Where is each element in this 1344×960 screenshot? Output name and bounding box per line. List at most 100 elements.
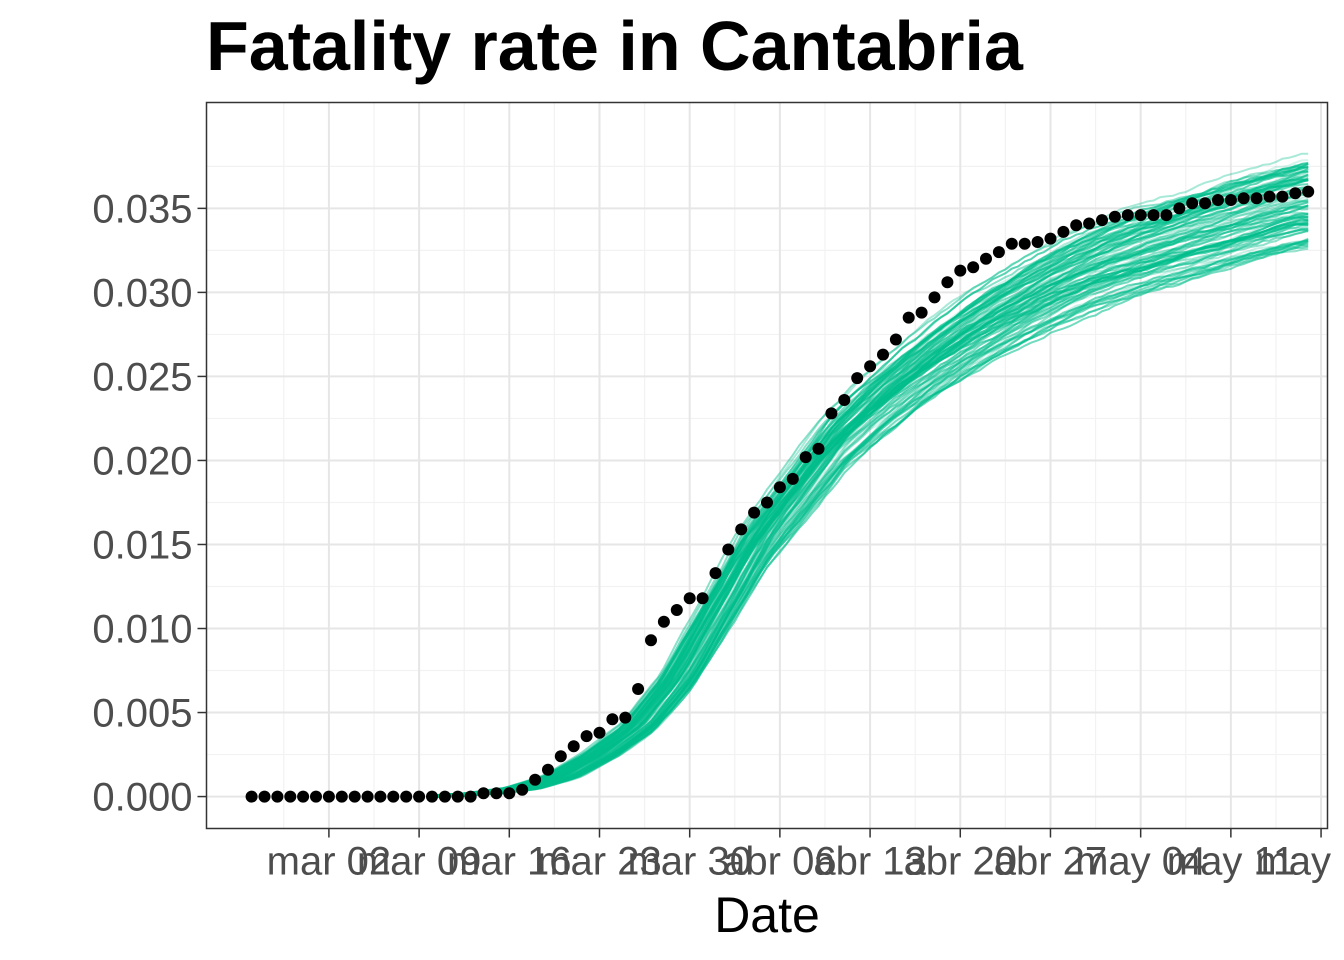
simulation-line	[432, 163, 1309, 798]
observed-point	[1263, 190, 1276, 203]
x-tick-label: may 11	[1167, 840, 1295, 884]
observed-point	[542, 763, 554, 776]
simulation-line	[432, 230, 1309, 798]
observed-point	[696, 592, 709, 605]
y-tick-label: 0.035	[92, 187, 192, 231]
observed-point	[606, 713, 619, 726]
observed-point	[477, 787, 490, 800]
simulation-line	[431, 168, 1309, 798]
observed-point	[967, 261, 980, 274]
y-tick-label: 0.020	[92, 439, 192, 483]
observed-point	[374, 790, 387, 803]
y-tick-label: 0.005	[92, 692, 192, 736]
observed-point	[954, 264, 967, 277]
observed-point	[992, 246, 1005, 259]
observed-point	[258, 790, 271, 803]
x-tick-label: mar 02	[267, 840, 392, 884]
observed-point	[941, 276, 954, 289]
observed-point	[1212, 194, 1224, 206]
simulation-line	[431, 200, 1309, 798]
observed-point	[1083, 217, 1096, 230]
x-tick-label: abr 13	[813, 840, 926, 884]
observed-point	[1096, 214, 1108, 227]
observed-point	[980, 252, 992, 265]
observed-point	[748, 506, 761, 519]
observed-point	[464, 790, 477, 803]
observed-point	[877, 348, 889, 361]
observed-point	[490, 787, 503, 800]
observed-point	[1302, 185, 1315, 198]
observed-point	[657, 615, 670, 628]
simulation-line	[431, 206, 1309, 797]
observed-point	[1224, 194, 1237, 206]
observed-point	[1070, 219, 1083, 232]
simulation-line	[431, 211, 1309, 797]
observed-point	[1057, 225, 1070, 238]
simulation-line	[432, 239, 1309, 798]
y-tick-label: 0.025	[92, 355, 192, 399]
x-tick-label: mar 30	[627, 840, 752, 884]
observed-point	[799, 451, 812, 464]
observed-point	[902, 311, 915, 324]
simulation-line	[431, 204, 1309, 798]
x-tick-label: mar 16	[447, 840, 572, 884]
observed-point	[761, 496, 773, 509]
simulation-line	[432, 224, 1309, 798]
chart-title: Fatality rate in Cantabria	[206, 7, 1024, 85]
x-axis-label: Date	[714, 887, 820, 943]
x-tick-label: abr 06	[723, 840, 836, 884]
y-tick-label: 0.015	[92, 523, 192, 567]
observed-point	[284, 790, 297, 803]
observed-point	[426, 790, 438, 803]
observed-point	[1018, 237, 1031, 250]
observed-point	[670, 604, 683, 616]
simulation-line	[431, 238, 1309, 798]
simulation-line	[431, 188, 1309, 797]
observed-point	[825, 407, 838, 420]
observed-point	[683, 592, 696, 605]
observed-point	[1250, 192, 1263, 205]
x-tick-label: abr 27	[994, 840, 1107, 884]
observed-point	[645, 634, 657, 647]
y-axis: 0.000 0.005 0.010 0.015 0.020 0.025 0.030 0.035	[92, 187, 207, 820]
observed-point	[438, 790, 451, 803]
observed-point	[516, 783, 529, 796]
observed-point	[1160, 209, 1173, 222]
y-tick-label: 0.000	[92, 776, 192, 820]
observed-point	[889, 333, 902, 346]
observed-point	[864, 360, 877, 373]
x-tick-label: abr 20	[904, 840, 1017, 884]
simulation-line	[432, 221, 1309, 798]
simulation-line	[431, 178, 1309, 798]
observed-point	[735, 523, 748, 536]
observed-point	[1186, 197, 1199, 210]
observed-point	[348, 790, 361, 803]
observed-point	[1237, 192, 1250, 205]
observed-point	[310, 790, 322, 803]
observed-point	[1289, 187, 1302, 200]
observed-point	[271, 790, 284, 803]
observed-point	[773, 481, 786, 494]
y-tick-label: 0.010	[92, 608, 192, 652]
observed-point	[619, 711, 632, 724]
observed-point	[451, 790, 464, 803]
observed-point	[413, 790, 426, 803]
observed-point	[567, 740, 580, 753]
observed-point	[529, 773, 542, 786]
observed-point	[297, 790, 310, 803]
observed-point	[722, 543, 735, 556]
observed-point	[1199, 197, 1212, 210]
observed-point	[400, 790, 413, 803]
observed-point	[1031, 236, 1044, 248]
observed-point	[1121, 209, 1134, 222]
x-tick-label: may 18	[1255, 840, 1344, 884]
observed-point	[322, 790, 335, 803]
observed-point	[593, 726, 606, 739]
x-tick-label: mar 23	[537, 840, 662, 884]
observed-point	[928, 291, 941, 304]
panel-border	[205, 101, 1329, 830]
observed-point	[580, 730, 593, 743]
observed-point	[335, 790, 348, 803]
observed-point	[632, 683, 645, 695]
